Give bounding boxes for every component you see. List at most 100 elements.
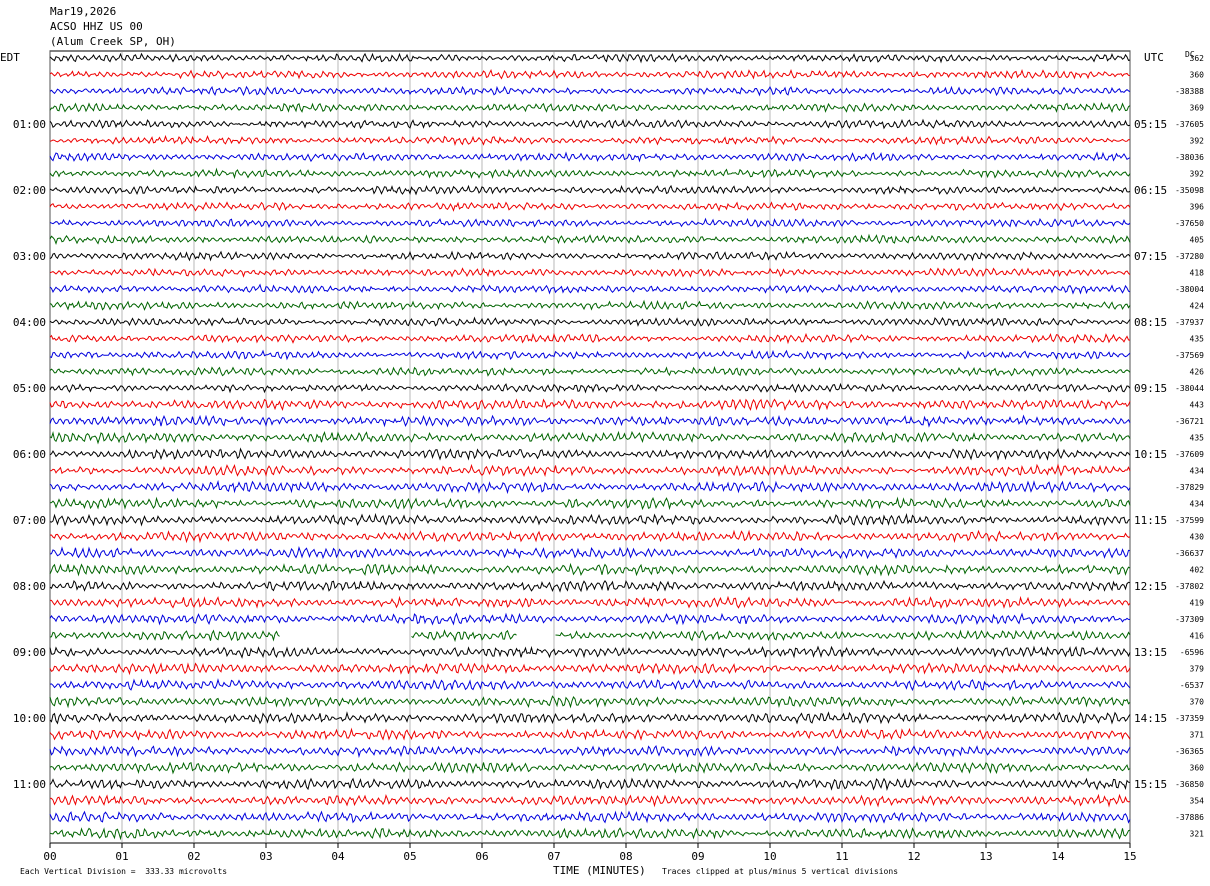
left-hour-label: 02:00 (13, 184, 46, 197)
seismic-trace (49, 447, 1131, 461)
seismic-trace (49, 529, 1131, 544)
x-tick-label: 03 (259, 850, 272, 863)
right-hour-label: 07:15 (1134, 250, 1167, 263)
dc-value: -37829 (1175, 483, 1204, 492)
seismic-trace (49, 151, 1131, 163)
dc-value: -38036 (1175, 153, 1204, 162)
dc-value: -37605 (1175, 120, 1204, 129)
left-hour-label: 07:00 (13, 514, 46, 527)
x-tick-label: 08 (619, 850, 632, 863)
seismic-trace (49, 250, 1131, 262)
x-tick-label: 06 (475, 850, 488, 863)
left-axis-title: EDT (0, 51, 20, 64)
plot-frame (49, 50, 1131, 844)
x-tick-label: 07 (547, 850, 560, 863)
x-tick-label: 10 (763, 850, 776, 863)
seismic-trace (49, 645, 1131, 659)
left-hour-label: 09:00 (13, 646, 46, 659)
dc-value: 360 (1190, 71, 1205, 80)
seismic-trace (49, 134, 1131, 146)
dc-value: -37937 (1175, 318, 1204, 327)
dc-value: -37609 (1175, 450, 1204, 459)
dc-value: 354 (1190, 797, 1205, 806)
seismic-trace (50, 595, 1131, 610)
axis-labels: EDT UTC DC TIME (MINUTES) 00 01 02 03 04 05 06… (0, 50, 1204, 877)
seismic-trace (49, 430, 1131, 445)
dc-value: -38004 (1175, 285, 1204, 294)
x-tick-label: 05 (403, 850, 416, 863)
right-hour-label: 05:15 (1134, 118, 1167, 131)
dc-value: 418 (1190, 269, 1205, 278)
dc-value: -36365 (1175, 747, 1204, 756)
seismic-trace (49, 201, 1131, 212)
seismic-trace (49, 184, 1131, 196)
dc-value: -36637 (1175, 549, 1204, 558)
dc-value: -37569 (1175, 351, 1204, 360)
dc-value: -35098 (1175, 186, 1204, 195)
division-note: Each Vertical Division = 333.33 microvol… (20, 867, 228, 876)
seismic-trace (49, 695, 1131, 709)
left-hour-label: 10:00 (13, 712, 46, 725)
right-hour-label: 14:15 (1134, 712, 1167, 725)
right-hour-label: 06:15 (1134, 184, 1167, 197)
dc-value: 321 (1190, 830, 1205, 839)
seismic-trace (49, 167, 1131, 180)
left-hour-label: 01:00 (13, 118, 46, 131)
seismic-trace (49, 398, 1131, 412)
left-hour-label: 06:00 (13, 448, 46, 461)
left-hour-label: 05:00 (13, 382, 46, 395)
dc-value: 405 (1190, 236, 1205, 245)
x-tick-label: 15 (1123, 850, 1136, 863)
right-hour-label: 09:15 (1134, 382, 1167, 395)
dc-value: 369 (1190, 104, 1205, 113)
dc-value: 396 (1190, 203, 1205, 212)
seismic-trace (49, 827, 1131, 841)
left-hour-label: 11:00 (13, 778, 46, 791)
x-tick-label: 11 (835, 850, 848, 863)
clip-note: Traces clipped at plus/minus 5 vertical … (662, 867, 899, 876)
dc-value: 392 (1190, 170, 1205, 179)
seismic-trace (49, 118, 1131, 130)
x-tick-label: 00 (43, 850, 56, 863)
dc-value: -38388 (1175, 87, 1204, 96)
seismic-trace (49, 777, 1131, 792)
dc-value: -36850 (1175, 780, 1204, 789)
seismic-trace (49, 761, 1131, 775)
minute-grid (49, 50, 1131, 848)
seismic-trace (49, 810, 1131, 824)
seismic-trace (49, 365, 1131, 377)
left-hour-label: 04:00 (13, 316, 46, 329)
seismic-trace (49, 793, 1131, 808)
seismic-trace (49, 217, 1131, 229)
dc-value: 434 (1190, 467, 1205, 476)
dc-value: 435 (1190, 434, 1205, 443)
dc-header: DC (1185, 50, 1195, 59)
seismic-trace (49, 612, 1131, 626)
dc-value: 360 (1190, 764, 1205, 773)
right-hour-label: 11:15 (1134, 514, 1167, 527)
dc-value: 362 (1190, 54, 1205, 63)
dc-value: 443 (1190, 401, 1205, 410)
dc-value: 371 (1190, 731, 1205, 740)
dc-value: 392 (1190, 137, 1205, 146)
dc-value: -37599 (1175, 516, 1204, 525)
dc-value: 434 (1190, 500, 1205, 509)
dc-value: -6596 (1180, 648, 1204, 657)
seismic-trace (49, 662, 1131, 676)
left-hour-label: 03:00 (13, 250, 46, 263)
right-hour-label: 08:15 (1134, 316, 1167, 329)
dc-value: -37886 (1175, 813, 1204, 822)
right-hour-label: 10:15 (1134, 448, 1167, 461)
dc-value: -37309 (1175, 615, 1204, 624)
dc-value: -37650 (1175, 219, 1204, 228)
seismic-trace (49, 267, 1131, 278)
seismic-trace (49, 316, 1131, 327)
seismic-trace (49, 414, 1131, 428)
dc-value: -38044 (1175, 384, 1204, 393)
x-tick-label: 01 (115, 850, 128, 863)
seismic-trace (49, 579, 1131, 593)
header-station: ACSO HHZ US 00 (50, 20, 143, 33)
dc-value: 370 (1190, 698, 1205, 707)
dc-value: 435 (1190, 335, 1205, 344)
